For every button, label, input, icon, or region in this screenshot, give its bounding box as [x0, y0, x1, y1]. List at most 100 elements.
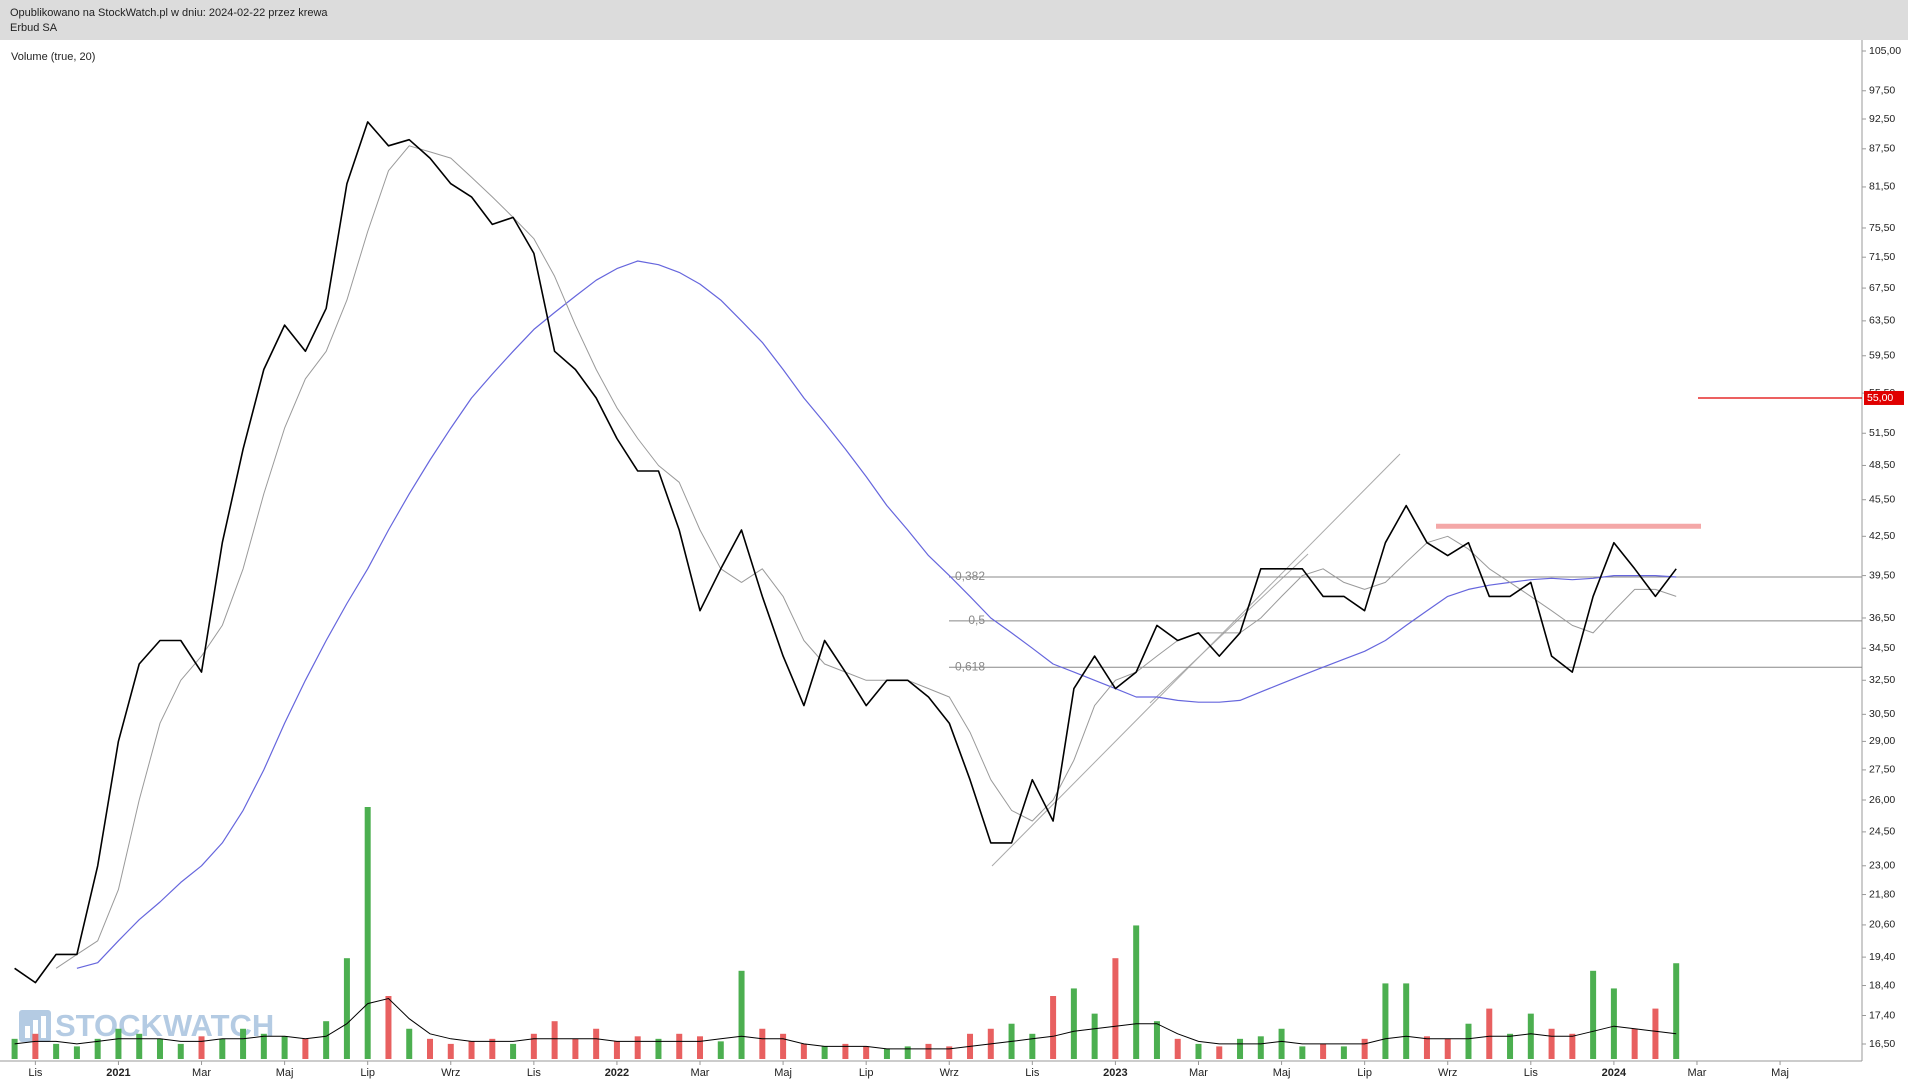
x-tick-label: Lip — [859, 1067, 874, 1079]
volume-bar — [385, 996, 392, 1059]
volume-bar — [198, 1036, 205, 1059]
x-tick-label: Mar — [691, 1067, 710, 1079]
volume-bar — [1320, 1043, 1327, 1059]
x-tick-label: Lis — [28, 1067, 43, 1079]
volume-bar — [1091, 1013, 1098, 1059]
volume-bar — [946, 1046, 953, 1059]
y-tick-label: 63,50 — [1869, 315, 1895, 327]
volume-bar — [1070, 988, 1077, 1059]
volume-bar — [717, 1041, 724, 1059]
moving-average — [76, 260, 1677, 969]
y-tick-label: 42,50 — [1869, 530, 1895, 542]
volume-bar — [697, 1036, 704, 1059]
header-bar — [0, 0, 1908, 40]
volume-bar — [676, 1033, 683, 1059]
price-level-label: 55,00 — [1867, 392, 1893, 404]
volume-bar — [115, 1028, 122, 1059]
volume-bar — [1423, 1036, 1430, 1059]
volume-bar — [1361, 1038, 1368, 1059]
y-tick-label: 51,50 — [1869, 427, 1895, 439]
y-tick-label: 36,50 — [1869, 612, 1895, 624]
x-tick-label: Wrz — [1438, 1067, 1457, 1079]
y-tick-label: 81,50 — [1869, 181, 1895, 193]
y-tick-label: 105,00 — [1869, 45, 1901, 57]
x-tick-label: Lis — [1524, 1067, 1539, 1079]
fib-label: 0,5 — [968, 613, 985, 627]
volume-bar — [1195, 1043, 1202, 1059]
volume-bar — [323, 1021, 330, 1059]
y-tick-label: 87,50 — [1869, 143, 1895, 155]
volume-bar — [655, 1038, 662, 1059]
y-tick-label: 21,80 — [1869, 888, 1895, 900]
y-tick-label: 45,50 — [1869, 493, 1895, 505]
volume-bar — [1174, 1038, 1181, 1059]
volume-bar — [510, 1043, 517, 1059]
volume-bar — [551, 1021, 558, 1059]
volume-bar — [364, 807, 371, 1059]
volume-bar — [343, 958, 350, 1059]
volume-bar — [842, 1043, 849, 1059]
volume-bar — [1673, 963, 1680, 1059]
volume-bar — [1652, 1008, 1659, 1059]
x-tick-label: Wrz — [940, 1067, 959, 1079]
volume-bar — [1112, 958, 1119, 1059]
volume-bar — [1631, 1028, 1638, 1059]
y-tick-label: 19,40 — [1869, 951, 1895, 963]
volume-bar — [904, 1046, 911, 1059]
x-tick-label: Lis — [527, 1067, 542, 1079]
volume-bar — [260, 1033, 267, 1059]
x-tick-label: 2024 — [1602, 1067, 1627, 1079]
volume-bar — [156, 1038, 163, 1059]
watermark-text: STOCKWATCH — [55, 1008, 274, 1043]
volume-bar — [1153, 1021, 1160, 1059]
volume-bar — [1050, 996, 1057, 1059]
moving-average — [55, 145, 1677, 969]
volume-bar — [1299, 1046, 1306, 1059]
y-tick-label: 39,50 — [1869, 569, 1895, 581]
volume-bar — [281, 1036, 288, 1059]
volume-bar — [447, 1043, 454, 1059]
volume-bar — [821, 1046, 828, 1059]
volume-bar — [427, 1038, 433, 1059]
x-tick-label: Lip — [1357, 1067, 1372, 1079]
x-tick-label: Wrz — [441, 1067, 460, 1079]
volume-bar — [468, 1041, 475, 1059]
y-tick-label: 29,00 — [1869, 735, 1895, 747]
volume-bar — [800, 1043, 807, 1059]
fib-label: 0,618 — [955, 659, 985, 673]
x-tick-label: Lip — [360, 1067, 375, 1079]
volume-bar — [1340, 1046, 1347, 1059]
volume-bar — [32, 1033, 39, 1059]
volume-bar — [572, 1038, 579, 1059]
volume-bar — [883, 1048, 890, 1059]
x-tick-label: Maj — [1273, 1067, 1291, 1079]
x-tick-label: Mar — [192, 1067, 211, 1079]
y-tick-label: 18,40 — [1869, 979, 1895, 991]
volume-bar — [1527, 1013, 1534, 1059]
volume-bar — [1444, 1038, 1451, 1059]
volume-bar — [1237, 1038, 1244, 1059]
volume-bar — [1590, 970, 1597, 1059]
x-tick-label: 2021 — [106, 1067, 130, 1079]
watermark-icon-bar — [25, 1026, 30, 1038]
volume-bar — [1403, 983, 1410, 1059]
y-tick-label: 75,50 — [1869, 222, 1895, 234]
x-tick-label: Maj — [276, 1067, 294, 1079]
y-tick-label: 16,50 — [1869, 1038, 1895, 1050]
volume-bar — [1610, 988, 1617, 1059]
x-tick-label: Lis — [1025, 1067, 1040, 1079]
y-tick-label: 23,00 — [1869, 860, 1895, 872]
volume-bar — [530, 1033, 537, 1059]
watermark: STOCKWATCH — [19, 1008, 274, 1043]
watermark-icon — [19, 1010, 51, 1042]
volume-bar — [11, 1038, 18, 1059]
volume-bar — [738, 970, 745, 1059]
y-tick-label: 17,40 — [1869, 1009, 1895, 1021]
price-line — [14, 121, 1677, 984]
x-tick-label: Mar — [1189, 1067, 1208, 1079]
volume-bar — [177, 1043, 184, 1059]
volume-bar — [53, 1043, 60, 1059]
volume-bar — [136, 1033, 143, 1059]
price-level-box — [1864, 390, 1904, 405]
